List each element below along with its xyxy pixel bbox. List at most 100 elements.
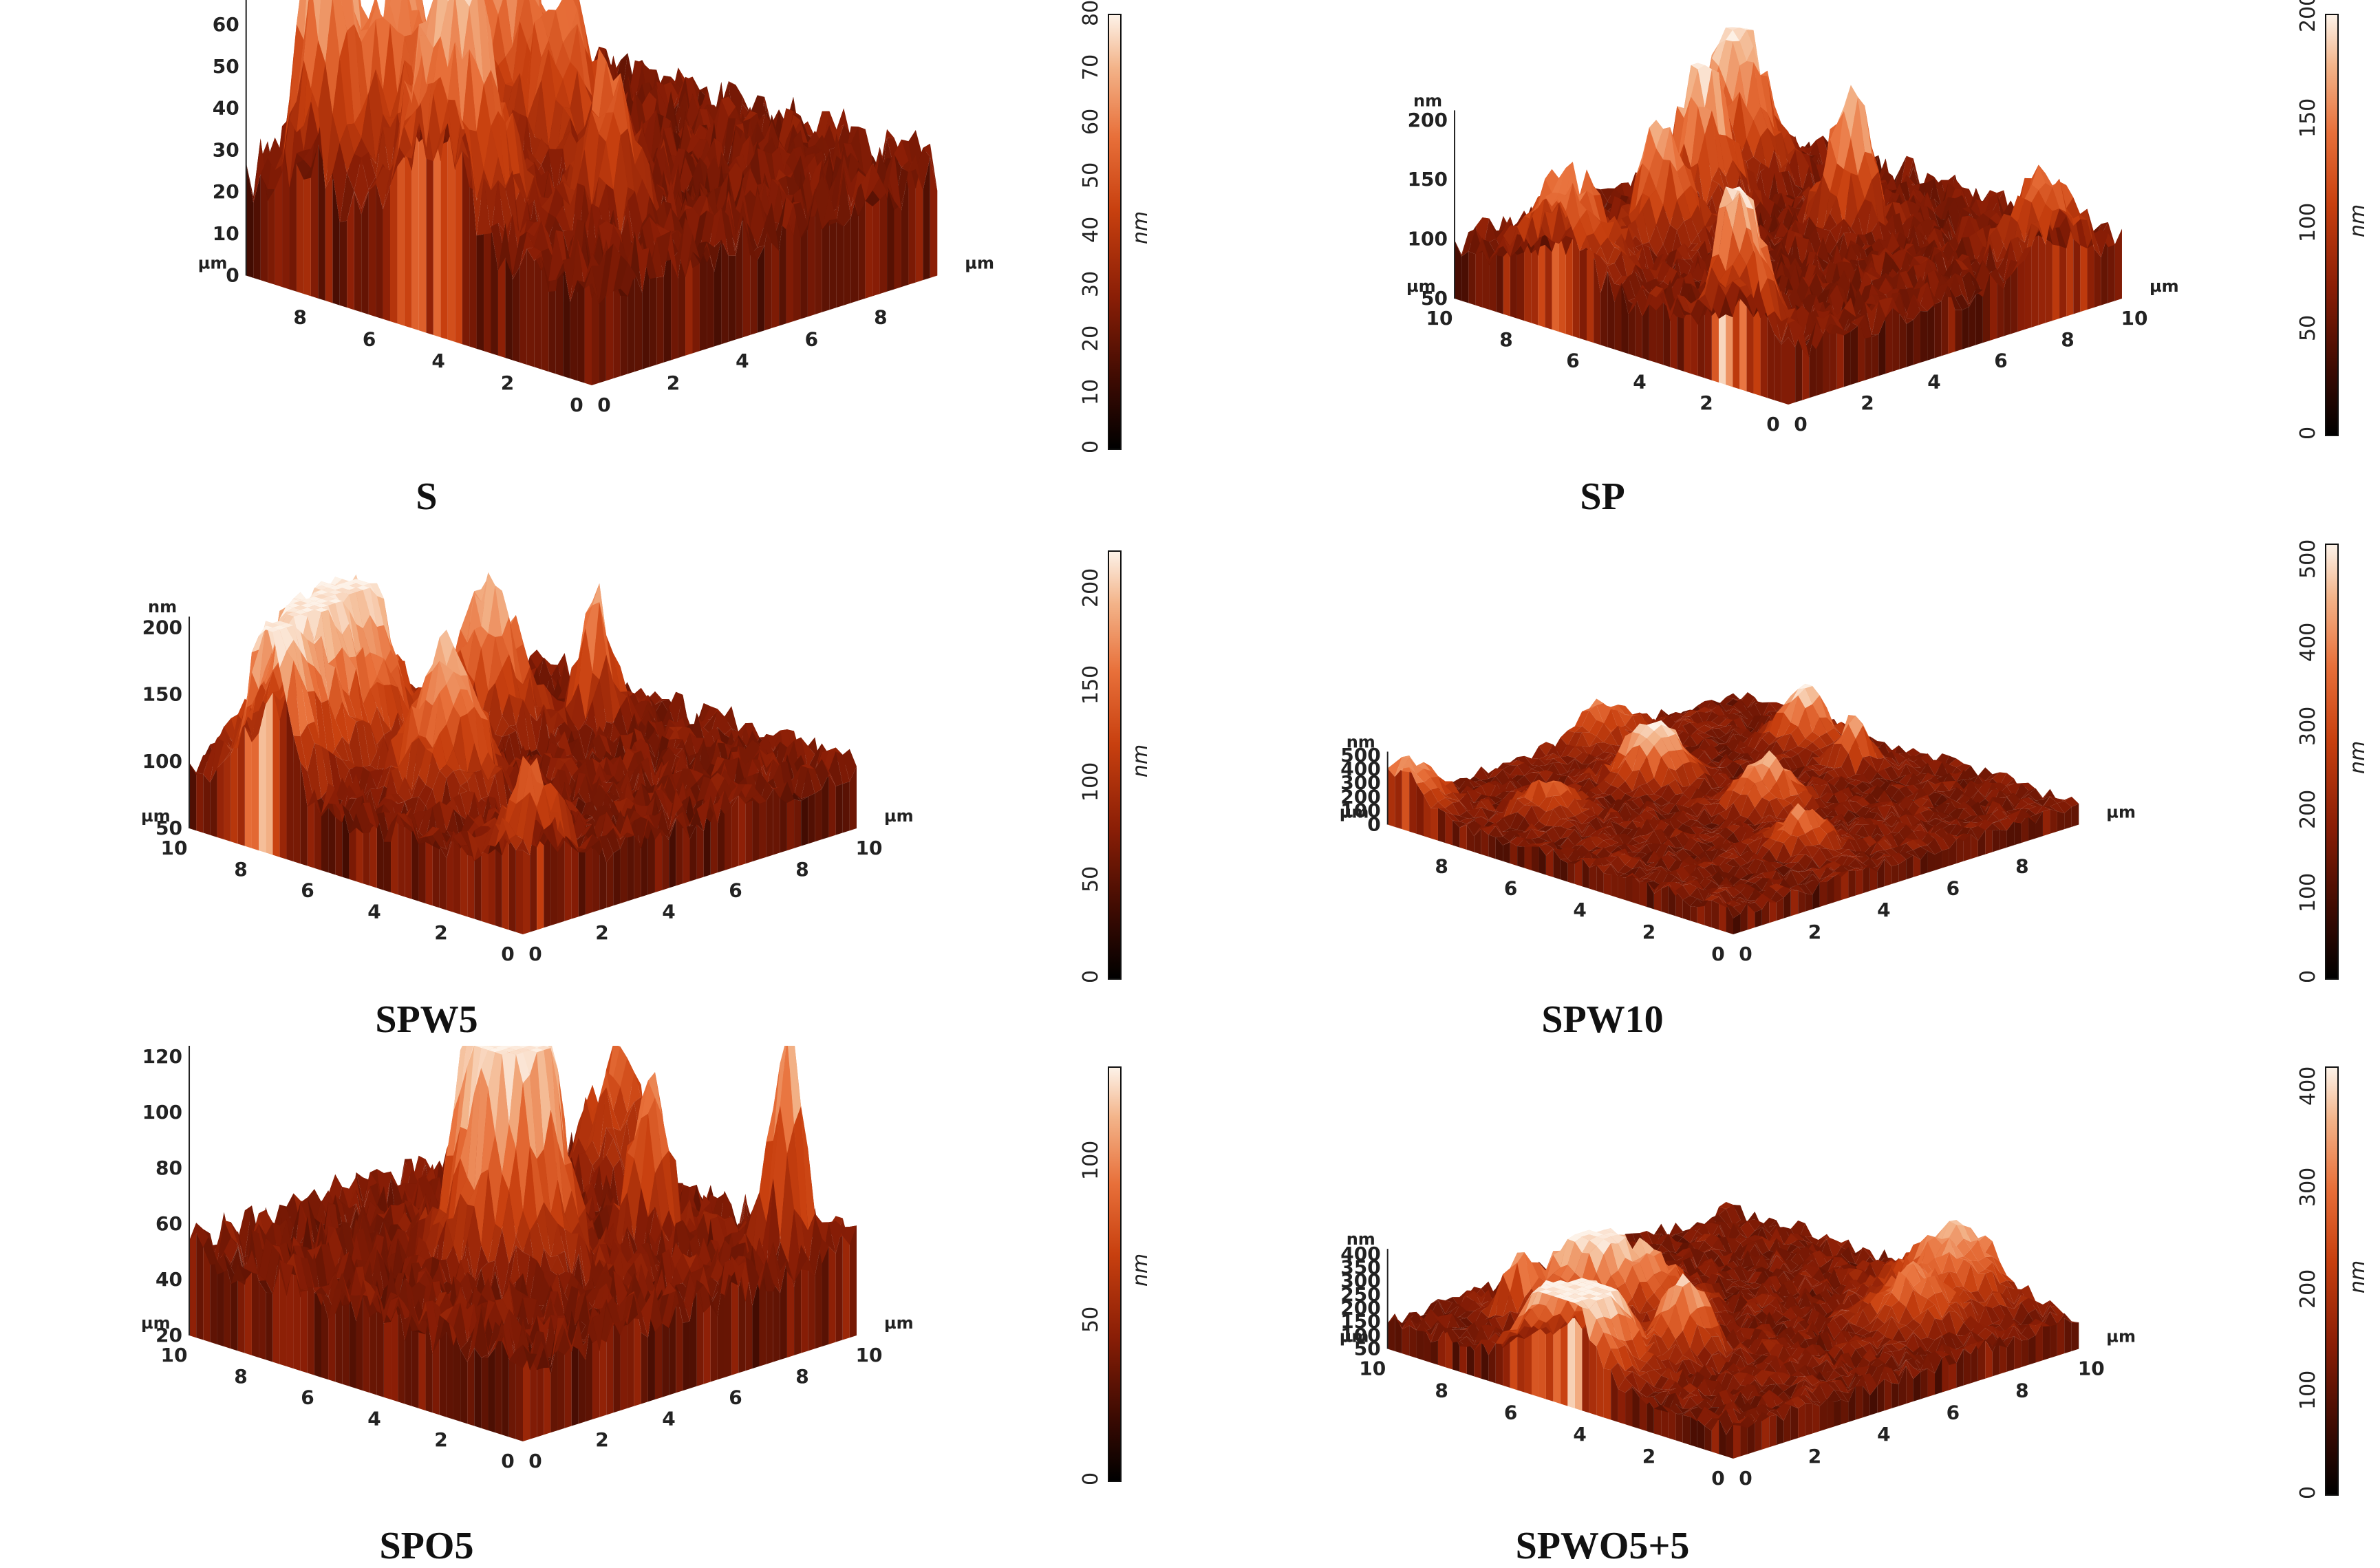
colorbar-unit: nm xyxy=(2346,1260,2370,1293)
height-unit-label: nm xyxy=(1347,732,1375,751)
colorbar-gradient xyxy=(2325,1066,2339,1496)
x-tick-label: 0 xyxy=(528,1450,542,1472)
surface-plot: 0246802468µmµm01020304050607080nm xyxy=(0,0,1101,468)
x-tick-label: 4 xyxy=(736,350,749,372)
colorbar-tick-label: 100 xyxy=(1079,762,1103,802)
x-tick-label: 6 xyxy=(729,1386,742,1409)
x-tick-label: 8 xyxy=(2015,1379,2028,1401)
y-tick-label: 10 xyxy=(161,1344,188,1366)
z-tick-label: 50 xyxy=(1421,287,1448,310)
z-tick-label: 200 xyxy=(142,616,182,638)
y-tick-label: 4 xyxy=(367,1407,380,1430)
z-tick-label: 40 xyxy=(156,1268,182,1291)
colorbar-tick-label: 300 xyxy=(2296,1168,2320,1207)
colorbar-unit: nm xyxy=(2346,741,2370,774)
surface-top xyxy=(1388,684,2079,919)
x-tick-label: 8 xyxy=(874,305,887,328)
y-tick-label: 6 xyxy=(1504,1401,1517,1424)
x-tick-label: 10 xyxy=(855,1344,882,1366)
colorbar-tick-label: 0 xyxy=(1079,440,1103,453)
colorbar-tick-label: 50 xyxy=(1079,866,1103,892)
lateral-unit-right: µm xyxy=(2106,803,2136,822)
z-tick-label: 10 xyxy=(213,222,239,245)
panel-caption: SPW5 xyxy=(289,998,564,1042)
y-tick-label: 0 xyxy=(570,394,583,416)
y-tick-label: 4 xyxy=(1573,899,1586,921)
x-tick-label: 0 xyxy=(1739,1467,1752,1490)
z-tick-label: 50 xyxy=(213,55,239,78)
colorbar-tick-label: 60 xyxy=(1079,108,1103,134)
colorbar-gradient xyxy=(1108,14,1122,450)
x-tick-label: 0 xyxy=(1739,943,1752,965)
y-tick-label: 6 xyxy=(1504,877,1517,899)
x-tick-label: 4 xyxy=(1877,1423,1890,1446)
colorbar-tick-label: 150 xyxy=(2296,98,2320,137)
x-tick-label: 4 xyxy=(662,900,675,923)
colorbar-tick-label: 0 xyxy=(2296,970,2320,983)
x-tick-label: 2 xyxy=(595,1428,608,1451)
colorbar-tick-label: 150 xyxy=(1079,665,1103,705)
x-tick-label: 8 xyxy=(2061,328,2074,351)
colorbar-tick-label: 0 xyxy=(2296,1486,2320,1499)
x-tick-label: 6 xyxy=(805,327,818,350)
y-tick-label: 2 xyxy=(501,372,514,394)
colorbar-tick-label: 100 xyxy=(1079,1141,1103,1180)
x-tick-label: 8 xyxy=(795,858,808,881)
z-tick-label: 30 xyxy=(213,138,239,161)
colorbar-tick-label: 50 xyxy=(1079,162,1103,189)
y-tick-label: 8 xyxy=(293,305,306,328)
colorbar-tick-label: 0 xyxy=(2296,427,2320,440)
colorbar-tick-label: 200 xyxy=(2296,0,2320,32)
y-tick-label: 8 xyxy=(1435,1379,1448,1401)
x-tick-label: 6 xyxy=(1947,877,1960,899)
colorbar-tick-label: 500 xyxy=(2296,539,2320,579)
y-tick-label: 0 xyxy=(1766,413,1779,436)
z-tick-label: 20 xyxy=(213,180,239,203)
z-tick-label: 120 xyxy=(142,1046,182,1068)
y-tick-label: 10 xyxy=(161,837,188,859)
x-tick-label: 4 xyxy=(662,1407,675,1430)
panel-caption: SPWO5+5 xyxy=(1465,1524,1740,1568)
x-tick-label: 6 xyxy=(1994,350,2007,372)
x-tick-label: 0 xyxy=(597,394,610,416)
colorbar-unit: nm xyxy=(1128,744,1153,777)
y-tick-label: 2 xyxy=(1642,921,1655,943)
colorbar-unit: nm xyxy=(1128,1254,1153,1287)
lateral-unit-right: µm xyxy=(2106,1327,2136,1346)
lateral-unit-right: µm xyxy=(965,254,994,273)
lateral-unit-left: µm xyxy=(198,254,228,273)
y-tick-label: 10 xyxy=(1359,1357,1386,1380)
lateral-unit-right: µm xyxy=(884,1313,914,1333)
colorbar-gradient xyxy=(1108,550,1122,980)
y-tick-label: 0 xyxy=(1711,1467,1724,1490)
colorbar-tick-label: 80 xyxy=(1079,0,1103,26)
colorbar-gradient xyxy=(2325,14,2339,436)
y-tick-label: 10 xyxy=(1426,307,1453,330)
x-tick-label: 0 xyxy=(528,943,542,965)
y-tick-label: 2 xyxy=(434,921,447,944)
colorbar-tick-label: 200 xyxy=(2296,789,2320,828)
y-tick-label: 6 xyxy=(363,327,376,350)
colorbar-tick-label: 30 xyxy=(1079,271,1103,297)
colorbar-tick-label: 400 xyxy=(2296,1066,2320,1105)
z-tick-label: 200 xyxy=(1408,109,1448,131)
y-tick-label: 0 xyxy=(1711,943,1724,965)
colorbar-tick-label: 0 xyxy=(1079,1472,1103,1485)
y-tick-label: 8 xyxy=(1435,855,1448,877)
colorbar-tick-label: 50 xyxy=(2296,314,2320,341)
lateral-unit-right: µm xyxy=(884,806,914,826)
surface-plot: 02468100246810µmµm5010015020025030035040… xyxy=(1190,1046,2291,1514)
y-tick-label: 2 xyxy=(434,1428,447,1451)
colorbar-tick-label: 50 xyxy=(1079,1307,1103,1333)
colorbar-tick-label: 70 xyxy=(1079,54,1103,80)
x-tick-label: 10 xyxy=(855,837,882,859)
x-tick-label: 6 xyxy=(729,879,742,902)
z-tick-label: 100 xyxy=(142,750,182,773)
